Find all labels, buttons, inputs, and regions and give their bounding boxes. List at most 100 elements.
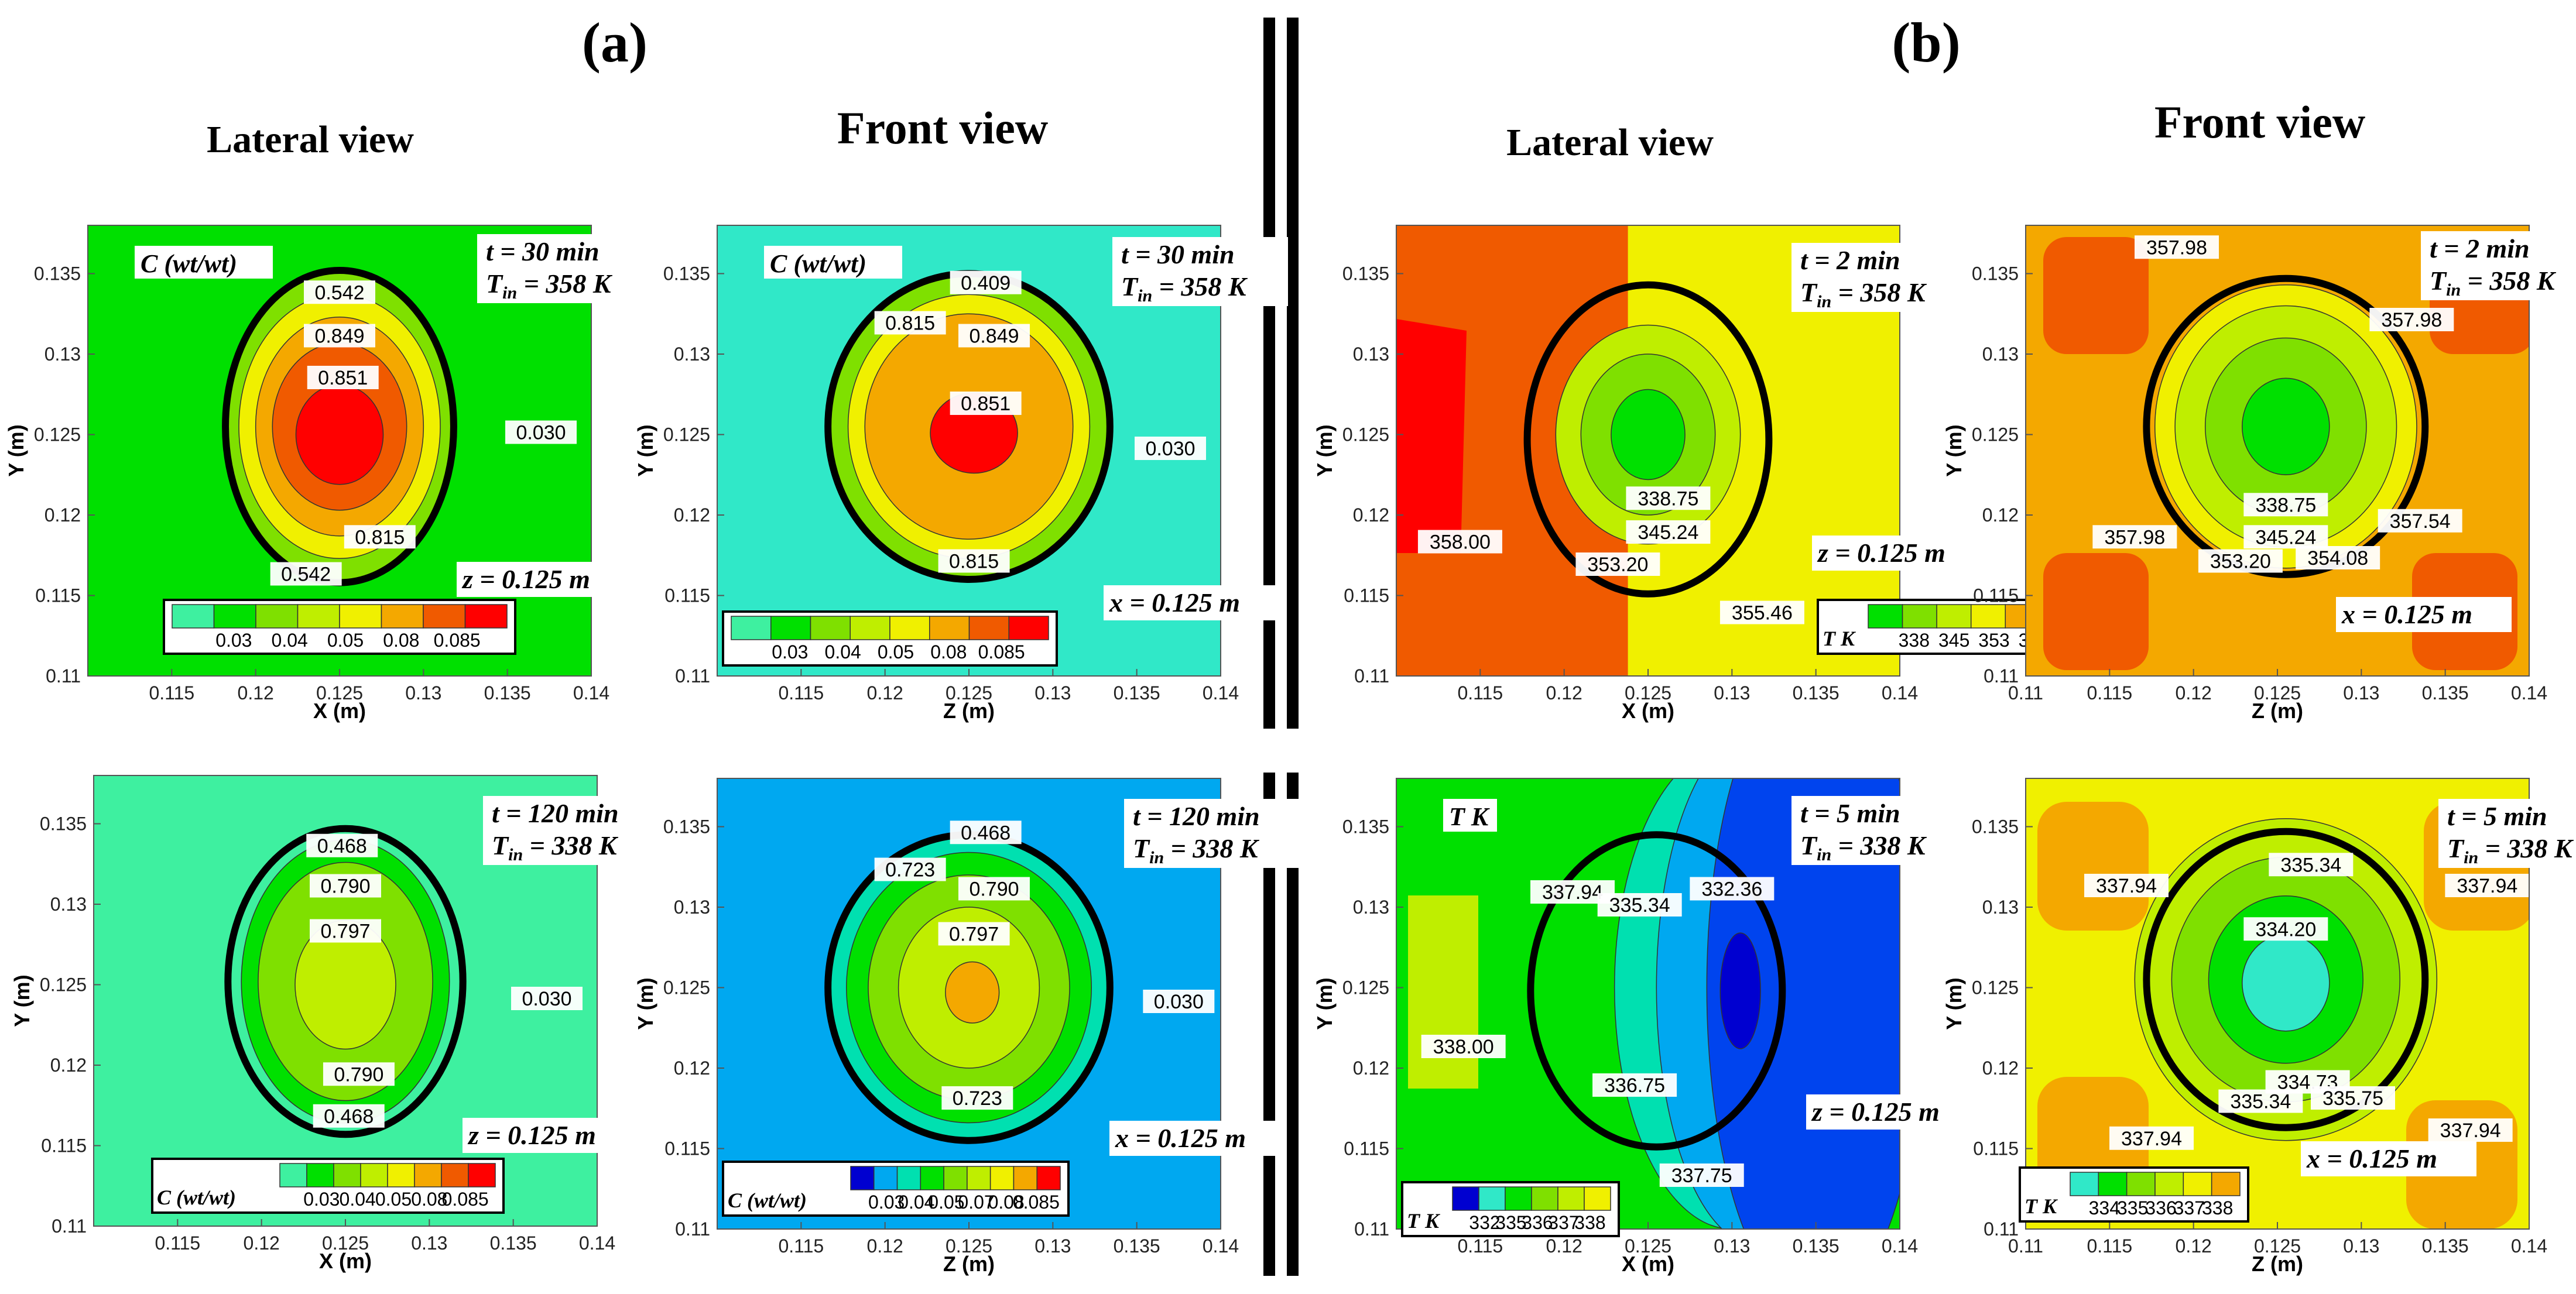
contour-label: 335.34 <box>1597 893 1682 917</box>
contour-label: 353.20 <box>1575 552 1660 576</box>
heading-front-b: Front view <box>2154 97 2365 147</box>
x-axis-label: Z (m) <box>2252 1252 2303 1276</box>
contour-label-text: 357.98 <box>2104 526 2165 548</box>
contour-label-text: 357.98 <box>2146 236 2207 259</box>
legend-value: 0.08 <box>930 641 967 663</box>
condition-box <box>1112 237 1288 306</box>
contour-label-text: 337.94 <box>2121 1128 2182 1150</box>
legend-swatch <box>1505 1186 1532 1211</box>
heading-lateral-a: Lateral view <box>207 118 414 161</box>
legend-swatch <box>1868 604 1903 629</box>
contour-label: 338.00 <box>1421 1035 1506 1058</box>
y-tick-label: 0.12 <box>674 504 710 526</box>
contour-label: 334.20 <box>2243 917 2328 941</box>
part-a-label: (a) <box>582 11 648 74</box>
x-tick-label: 0.13 <box>1714 682 1750 703</box>
legend-value: 0.05 <box>878 641 914 663</box>
contour-label: 357.98 <box>2135 235 2219 259</box>
time-label: t = 120 min <box>492 798 619 828</box>
legend-swatch <box>1478 1186 1506 1211</box>
contour-label-text: 0.790 <box>320 876 370 898</box>
y-tick-label: 0.115 <box>41 1135 87 1156</box>
plane-label: x = 0.125 m <box>2306 1144 2437 1173</box>
legend-value: 0.05 <box>327 630 364 651</box>
legend-title: T K <box>1407 1209 1441 1233</box>
contour-label-bg <box>2378 509 2462 533</box>
legend-value: 335 <box>2117 1197 2148 1219</box>
x-tick-label: 0.14 <box>2511 682 2547 703</box>
contour-label-bg <box>2428 1118 2513 1142</box>
contour-label-text: 0.851 <box>961 393 1010 415</box>
x-axis-label: X (m) <box>319 1249 372 1273</box>
contour-label: 355.46 <box>1719 600 1804 624</box>
contour-label-bg <box>1143 990 1215 1013</box>
contour-region <box>1408 895 1478 1089</box>
x-tick-label: 0.12 <box>238 682 274 703</box>
contour-label: 357.98 <box>2369 308 2454 331</box>
plane-label: x = 0.125 m <box>1109 588 1240 617</box>
y-tick-label: 0.12 <box>674 1058 710 1079</box>
x-tick-label: 0.13 <box>2343 682 2379 703</box>
time-label: t = 2 min <box>2430 234 2530 263</box>
y-tick-label: 0.135 <box>663 816 710 838</box>
contour-label-bg <box>958 877 1030 901</box>
legend-swatch <box>333 1163 361 1187</box>
color-legend: 0.03 0.04 0.05 0.08 0.085 <box>722 610 1058 667</box>
y-tick-label: 0.135 <box>1972 263 2019 284</box>
x-tick-label: 0.115 <box>778 682 824 703</box>
x-tick-label: 0.14 <box>2511 1235 2547 1257</box>
x-tick-label: 0.14 <box>1882 682 1918 703</box>
variable-title-bg <box>1443 799 1497 832</box>
legend-value: 0.03 <box>303 1189 340 1210</box>
legend-swatch <box>968 616 1009 640</box>
contour-region <box>1396 319 1467 553</box>
legend-swatch <box>1531 1186 1558 1211</box>
contour-label-text: 334.20 <box>2255 918 2316 941</box>
legend-swatch <box>1452 1186 1479 1211</box>
x-tick-label: 0.12 <box>867 682 903 703</box>
contour-label-text: 0.542 <box>314 282 364 304</box>
contour-label: 337.94 <box>2428 1118 2513 1142</box>
x-tick-label: 0.125 <box>316 682 363 703</box>
y-tick-label: 0.11 <box>675 1219 710 1240</box>
y-tick-label: 0.115 <box>1973 1138 2019 1159</box>
contour-label: 336.75 <box>1592 1073 1677 1097</box>
y-tick-label: 0.13 <box>674 344 710 365</box>
legend-swatch <box>929 616 970 640</box>
x-tick-label: 0.12 <box>2176 1235 2212 1257</box>
contour-label-bg <box>2243 917 2328 941</box>
legend-value: 334 <box>2089 1197 2120 1219</box>
y-axis-label: Y (m) <box>4 424 28 476</box>
contour-label-text: 357.54 <box>2390 510 2451 533</box>
contour-label: 0.851 <box>950 392 1022 415</box>
panel-a2: 0.409 0.815 0.849 0.851 0.815 0.030 0.115 0.12 0… <box>633 225 1288 723</box>
contour-label-text: 338.75 <box>1638 488 1698 510</box>
legend-swatch <box>2154 1172 2184 1196</box>
contour-label: 0.468 <box>306 833 378 857</box>
condition-box <box>483 796 659 865</box>
legend-value: 336 <box>2145 1197 2176 1219</box>
contour-label-text: 0.030 <box>522 988 571 1010</box>
time-label: t = 30 min <box>486 236 600 266</box>
legend-swatch <box>464 604 508 629</box>
x-tick-label: 0.135 <box>2422 682 2469 703</box>
inlet-temperature-label: Tin = 358 K <box>1800 277 1927 311</box>
contour-label: 337.94 <box>2445 874 2529 897</box>
x-tick-label: 0.135 <box>1114 1235 1160 1257</box>
boundary-ellipse <box>2143 274 2429 578</box>
contour-band <box>1719 932 1761 1049</box>
legend-swatch <box>2211 1172 2241 1196</box>
heading-lateral-b: Lateral view <box>1506 121 1714 164</box>
y-tick-label: 0.115 <box>664 1138 710 1159</box>
contour-label-text: 0.849 <box>969 325 1019 348</box>
x-axis-label: Z (m) <box>943 1252 995 1276</box>
contour-label: 358.00 <box>1417 530 1502 554</box>
contour-label: 0.723 <box>941 1086 1013 1110</box>
contour-label: 0.030 <box>1135 437 1206 460</box>
y-tick-label: 0.125 <box>1342 977 1389 998</box>
contour-label: 338.75 <box>1626 486 1711 510</box>
contour-band <box>2242 934 2330 1032</box>
x-tick-label: 0.135 <box>490 1233 537 1254</box>
contour-label: 332.36 <box>1690 877 1775 901</box>
